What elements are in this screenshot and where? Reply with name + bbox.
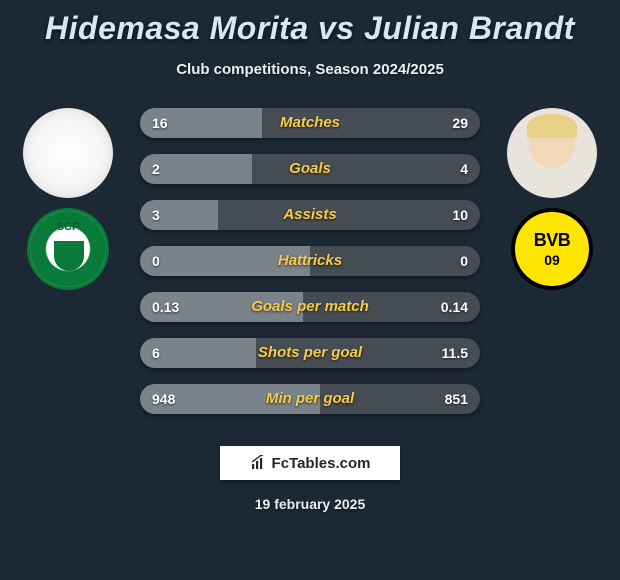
club-logo-left <box>27 208 109 290</box>
right-player-column <box>492 108 612 290</box>
stat-label: Min per goal <box>140 384 480 414</box>
subtitle: Club competitions, Season 2024/2025 <box>0 61 620 78</box>
stat-label: Shots per goal <box>140 338 480 368</box>
branding-text: FcTables.com <box>272 455 371 472</box>
stats-container: 1629Matches 24Goals 310Assists 00Hattricks 0… <box>140 108 480 414</box>
stat-label: Goals <box>140 154 480 184</box>
stat-row: 00Hattricks <box>140 246 480 276</box>
club-logo-right <box>511 208 593 290</box>
stat-row: 24Goals <box>140 154 480 184</box>
chart-icon <box>250 455 266 471</box>
player-photo-right <box>507 108 597 198</box>
branding-badge: FcTables.com <box>220 446 400 480</box>
stat-row: 0.130.14Goals per match <box>140 292 480 322</box>
snapshot-date: 19 february 2025 <box>0 496 620 512</box>
stat-row: 310Assists <box>140 200 480 230</box>
stat-row: 948851Min per goal <box>140 384 480 414</box>
page-title: Hidemasa Morita vs Julian Brandt <box>0 0 620 47</box>
stat-row: 611.5Shots per goal <box>140 338 480 368</box>
stat-row: 1629Matches <box>140 108 480 138</box>
stat-label: Hattricks <box>140 246 480 276</box>
left-player-column <box>8 108 128 290</box>
player-photo-left <box>23 108 113 198</box>
stat-label: Assists <box>140 200 480 230</box>
comparison-content: 1629Matches 24Goals 310Assists 00Hattricks 0… <box>0 108 620 428</box>
stat-label: Matches <box>140 108 480 138</box>
stat-label: Goals per match <box>140 292 480 322</box>
